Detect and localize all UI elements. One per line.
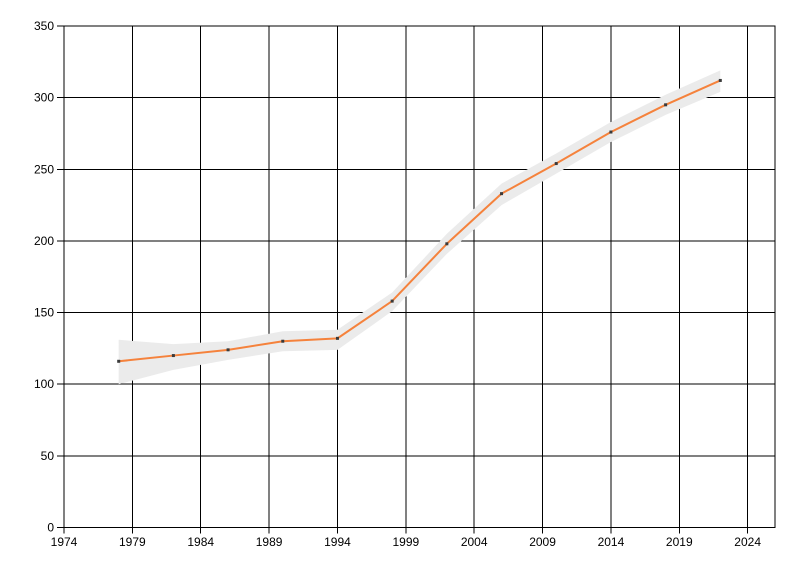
- x-tick-label: 1994: [324, 535, 351, 549]
- data-point: [390, 299, 394, 303]
- trend-line: [117, 79, 722, 363]
- y-tick-label: 150: [34, 306, 54, 320]
- y-tick-label: 300: [34, 91, 54, 105]
- data-point: [664, 103, 668, 107]
- plot-border: [63, 25, 776, 528]
- data-point: [554, 162, 558, 166]
- x-tick-label: 1979: [119, 535, 146, 549]
- x-tick-label: 2009: [529, 535, 556, 549]
- x-tick-label: 1974: [51, 535, 78, 549]
- y-tick-label: 250: [34, 162, 54, 176]
- x-tick-label: 2004: [461, 535, 488, 549]
- x-tick-label: 1984: [187, 535, 214, 549]
- data-point: [335, 336, 339, 340]
- data-point: [445, 242, 449, 246]
- data-point: [609, 130, 613, 134]
- data-point: [281, 339, 285, 343]
- y-tick-label: 0: [47, 521, 54, 535]
- x-tick-label: 1999: [392, 535, 419, 549]
- data-point: [226, 348, 230, 352]
- y-tick-label: 200: [34, 234, 54, 248]
- x-tick-label: 2019: [666, 535, 693, 549]
- x-tick-label: 2014: [598, 535, 625, 549]
- data-point: [171, 354, 175, 358]
- x-tick-label: 1989: [256, 535, 283, 549]
- y-tick-label: 50: [41, 449, 55, 463]
- data-point: [500, 192, 504, 196]
- y-tick-label: 100: [34, 377, 54, 391]
- data-point: [117, 359, 121, 363]
- data-point: [718, 78, 722, 82]
- y-tick-label: 350: [34, 19, 54, 33]
- confidence-band: [118, 70, 721, 385]
- x-tick-label: 2024: [734, 535, 761, 549]
